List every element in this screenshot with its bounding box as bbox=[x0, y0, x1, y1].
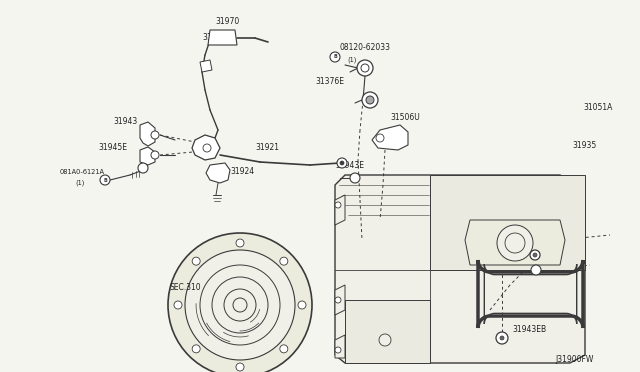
Circle shape bbox=[236, 239, 244, 247]
Text: 31943EB: 31943EB bbox=[512, 326, 546, 334]
Text: 31935: 31935 bbox=[572, 141, 596, 150]
Text: B: B bbox=[333, 55, 337, 60]
Text: (1): (1) bbox=[347, 57, 356, 63]
Circle shape bbox=[500, 336, 504, 340]
Polygon shape bbox=[335, 195, 345, 225]
Polygon shape bbox=[372, 125, 408, 150]
Circle shape bbox=[376, 134, 384, 142]
Circle shape bbox=[100, 175, 110, 185]
Text: 31945E: 31945E bbox=[98, 144, 127, 153]
Polygon shape bbox=[335, 335, 345, 358]
Text: 31921: 31921 bbox=[255, 144, 279, 153]
Circle shape bbox=[138, 163, 148, 173]
Polygon shape bbox=[335, 285, 345, 315]
Circle shape bbox=[224, 289, 256, 321]
Text: 31970: 31970 bbox=[215, 17, 239, 26]
Polygon shape bbox=[335, 175, 585, 363]
Polygon shape bbox=[465, 220, 565, 265]
Circle shape bbox=[298, 301, 306, 309]
Text: (1): (1) bbox=[75, 180, 84, 186]
Circle shape bbox=[203, 144, 211, 152]
Circle shape bbox=[174, 301, 182, 309]
Text: 08120-62033: 08120-62033 bbox=[340, 44, 391, 52]
Text: 31943E: 31943E bbox=[335, 160, 364, 170]
Circle shape bbox=[212, 277, 268, 333]
Circle shape bbox=[151, 131, 159, 139]
Text: 081A0-6121A: 081A0-6121A bbox=[60, 169, 105, 175]
Circle shape bbox=[192, 257, 200, 265]
Text: 31051A: 31051A bbox=[583, 103, 612, 112]
Circle shape bbox=[168, 233, 312, 372]
Text: 31905: 31905 bbox=[202, 33, 227, 42]
Text: J31900FW: J31900FW bbox=[555, 356, 593, 365]
Polygon shape bbox=[206, 163, 230, 183]
Polygon shape bbox=[200, 60, 212, 72]
Circle shape bbox=[200, 265, 280, 345]
Circle shape bbox=[335, 297, 341, 303]
Circle shape bbox=[496, 332, 508, 344]
Circle shape bbox=[361, 64, 369, 72]
Text: B: B bbox=[103, 177, 107, 183]
Polygon shape bbox=[140, 147, 155, 165]
Text: 31924: 31924 bbox=[230, 167, 254, 176]
Circle shape bbox=[366, 96, 374, 104]
Polygon shape bbox=[140, 122, 155, 146]
Text: 31506U: 31506U bbox=[390, 113, 420, 122]
Circle shape bbox=[362, 92, 378, 108]
Circle shape bbox=[185, 250, 295, 360]
Polygon shape bbox=[208, 30, 237, 45]
Circle shape bbox=[533, 253, 537, 257]
Text: SEC.310: SEC.310 bbox=[170, 283, 202, 292]
Circle shape bbox=[340, 161, 344, 165]
Circle shape bbox=[379, 334, 391, 346]
Text: 31943: 31943 bbox=[113, 118, 137, 126]
Circle shape bbox=[505, 233, 525, 253]
Circle shape bbox=[530, 250, 540, 260]
Polygon shape bbox=[345, 300, 430, 363]
Circle shape bbox=[357, 60, 373, 76]
Circle shape bbox=[192, 345, 200, 353]
Circle shape bbox=[335, 202, 341, 208]
Circle shape bbox=[280, 257, 288, 265]
Polygon shape bbox=[192, 135, 220, 160]
Circle shape bbox=[151, 151, 159, 159]
Circle shape bbox=[330, 52, 340, 62]
Text: 31376E: 31376E bbox=[315, 77, 344, 87]
Circle shape bbox=[350, 173, 360, 183]
Circle shape bbox=[280, 345, 288, 353]
Circle shape bbox=[497, 225, 533, 261]
Circle shape bbox=[531, 265, 541, 275]
Circle shape bbox=[236, 363, 244, 371]
Circle shape bbox=[335, 347, 341, 353]
Circle shape bbox=[233, 298, 247, 312]
Polygon shape bbox=[430, 175, 585, 270]
Circle shape bbox=[337, 158, 347, 168]
